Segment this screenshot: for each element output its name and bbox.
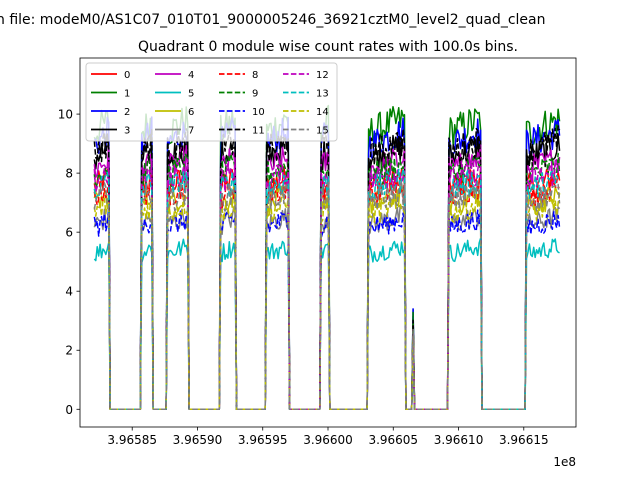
x-tick-label: 3.96585 (107, 433, 157, 447)
legend-label-5: 5 (188, 89, 194, 100)
legend-label-1: 1 (124, 89, 130, 100)
legend-label-6: 6 (188, 107, 194, 118)
x-tick-label: 3.96610 (434, 433, 484, 447)
y-tick-label: 6 (65, 226, 73, 240)
legend-label-11: 11 (252, 126, 265, 137)
figure-suptitle: n file: modeM0/AS1C07_010T01_9000005246_… (0, 12, 545, 28)
y-tick-label: 8 (65, 167, 73, 181)
legend-label-10: 10 (252, 107, 265, 118)
y-tick-label: 2 (65, 344, 73, 358)
x-tick-label: 3.96595 (238, 433, 288, 447)
legend-label-7: 7 (188, 126, 194, 137)
legend-label-12: 12 (316, 70, 329, 81)
x-tick-label: 3.96600 (303, 433, 353, 447)
series-line-15 (93, 179, 561, 411)
y-tick-label: 10 (58, 108, 73, 122)
x-tick-label: 3.96615 (499, 433, 549, 447)
x-tick-label: 3.96590 (173, 433, 223, 447)
y-tick-label: 0 (65, 403, 73, 417)
legend-label-15: 15 (316, 126, 329, 137)
chart-title: Quadrant 0 module wise count rates with … (138, 39, 518, 55)
legend-label-3: 3 (124, 126, 130, 137)
x-offset-label: 1e8 (553, 455, 576, 469)
legend-label-2: 2 (124, 107, 130, 118)
legend-label-14: 14 (316, 107, 329, 118)
legend-label-8: 8 (252, 70, 258, 81)
axes: 3.96585 3.96590 3.96595 3.96600 3.96605 3.966… (58, 57, 577, 447)
legend-label-4: 4 (188, 70, 194, 81)
legend-box (85, 62, 338, 142)
legend-label-9: 9 (252, 89, 258, 100)
y-tick-label: 4 (65, 285, 73, 299)
legend-label-13: 13 (316, 89, 329, 100)
legend-label-0: 0 (124, 70, 130, 81)
x-tick-label: 3.96605 (368, 433, 418, 447)
